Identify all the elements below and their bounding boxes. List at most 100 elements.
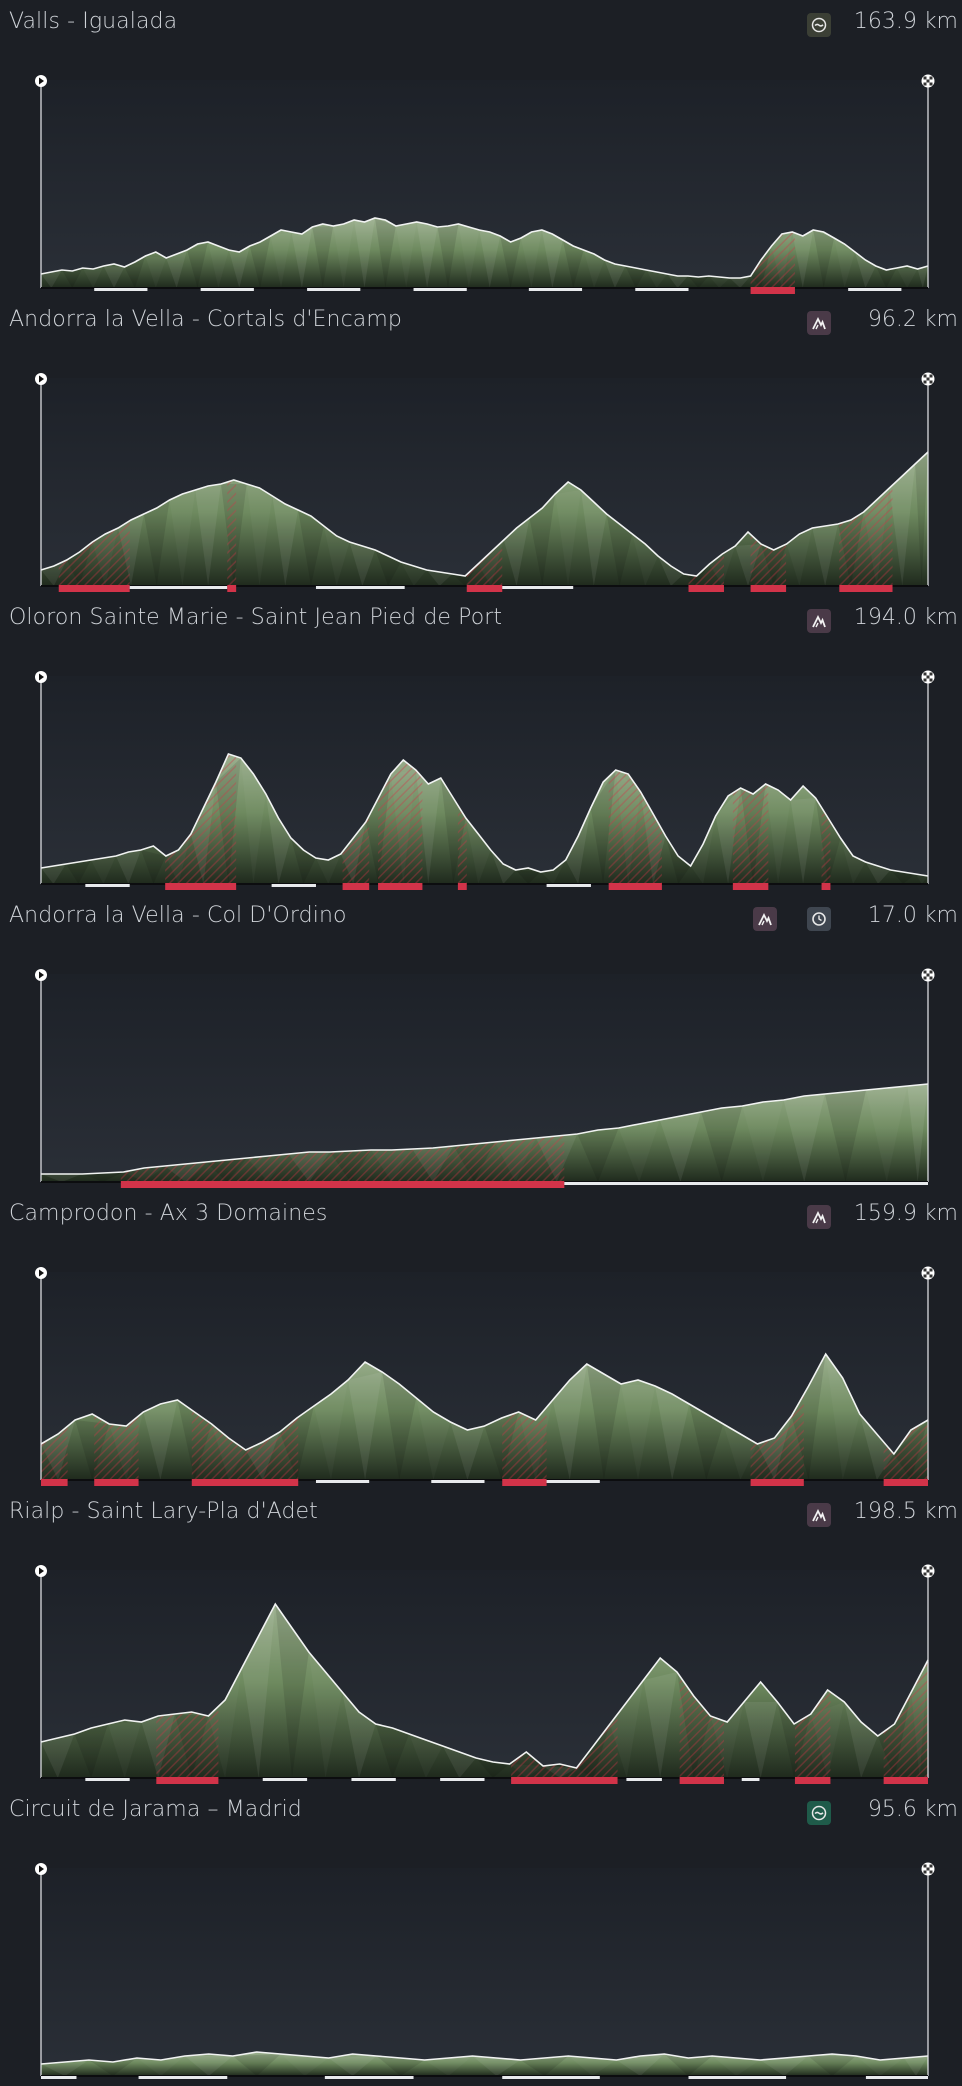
start-marker-icon: [35, 1863, 47, 1875]
flat-segment: [431, 1480, 485, 1483]
climb-segment: [156, 1777, 219, 1784]
finish-flag-icon: [921, 968, 935, 982]
start-marker-icon: [35, 373, 47, 385]
start-marker-icon: [35, 75, 47, 87]
mountain-stage-icon: [807, 1205, 831, 1229]
elevation-profile: [0, 338, 962, 596]
climb-segment: [839, 585, 893, 592]
stage-card[interactable]: Rialp - Saint Lary-Pla d'Adet 198.5 km: [0, 1490, 962, 1788]
climb-segment: [120, 1181, 565, 1188]
stage-title: Oloron Sainte Marie - Saint Jean Pied de…: [9, 605, 503, 630]
flat-segment: [688, 2076, 787, 2079]
climb-segment: [688, 585, 724, 592]
stage-header: Oloron Sainte Marie - Saint Jean Pied de…: [0, 596, 962, 636]
stage-header: Camprodon - Ax 3 Domaines 159.9 km: [0, 1192, 962, 1232]
stage-header: Rialp - Saint Lary-Pla d'Adet 198.5 km: [0, 1490, 962, 1530]
stage-card[interactable]: Oloron Sainte Marie - Saint Jean Pied de…: [0, 596, 962, 894]
stage-distance: 17.0 km: [867, 903, 958, 928]
climb-segment: [94, 1479, 139, 1486]
finish-flag-icon: [921, 1564, 935, 1578]
flat-segment: [413, 288, 467, 291]
climb-segment: [58, 585, 130, 592]
flat-segment: [546, 884, 591, 887]
stage-card[interactable]: Circuit de Jarama – Madrid 95.6 km: [0, 1788, 962, 2086]
elevation-profile: [0, 934, 962, 1192]
climb-segment: [342, 883, 370, 890]
flat-segment: [262, 1778, 308, 1781]
stage-header: Circuit de Jarama – Madrid 95.6 km: [0, 1788, 962, 1828]
climb-segment: [466, 585, 503, 592]
climb-segment: [750, 1479, 804, 1486]
stage-distance: 159.9 km: [853, 1201, 958, 1226]
flat-segment: [315, 586, 405, 589]
climb-segment: [679, 1777, 724, 1784]
stage-card[interactable]: Camprodon - Ax 3 Domaines 159.9 km: [0, 1192, 962, 1490]
start-marker-icon: [35, 671, 47, 683]
flat-segment: [94, 288, 148, 291]
flat-segment: [351, 1778, 396, 1781]
stage-title: Circuit de Jarama – Madrid: [9, 1797, 302, 1822]
flat-segment: [546, 1480, 600, 1483]
flat-segment: [848, 288, 902, 291]
elevation-profile: [0, 1828, 962, 2086]
flat-segment: [324, 2076, 414, 2079]
time-trial-icon: [807, 907, 831, 931]
climb-segment: [608, 883, 662, 890]
stage-card[interactable]: Valls - Igualada 163.9 km: [0, 0, 962, 298]
stage-distance: 96.2 km: [867, 307, 958, 332]
flat-segment: [502, 586, 574, 589]
flat-segment: [564, 1182, 928, 1185]
flat-segment: [85, 884, 130, 887]
climb-segment: [165, 883, 237, 890]
flat-segment: [129, 586, 228, 589]
elevation-profile: [0, 1232, 962, 1490]
flat-segment: [138, 2076, 228, 2079]
stage-card[interactable]: Andorra la Vella - Cortals d'Encamp 96.2 …: [0, 298, 962, 596]
finish-flag-icon: [921, 372, 935, 386]
stage-title: Andorra la Vella - Cortals d'Encamp: [9, 307, 402, 332]
start-marker-icon: [35, 1565, 47, 1577]
stage-header: Valls - Igualada 163.9 km: [0, 0, 962, 40]
climb-segment: [511, 1777, 618, 1784]
elevation-profile: [0, 636, 962, 894]
flat-segment: [741, 1778, 760, 1781]
climb-segment: [883, 1777, 928, 1784]
elevation-profile: [0, 1530, 962, 1788]
mountain-stage-icon: [753, 907, 777, 931]
flat-segment: [502, 2076, 600, 2079]
stage-title: Valls - Igualada: [9, 9, 178, 34]
climb-segment: [378, 883, 423, 890]
finish-flag-icon: [921, 1862, 935, 1876]
climb-segment: [457, 883, 467, 890]
flat-segment: [626, 1778, 662, 1781]
flat-segment: [307, 288, 361, 291]
flat-stage-icon: [807, 1801, 831, 1825]
flat-segment: [440, 1778, 485, 1781]
flat-segment: [85, 1778, 130, 1781]
flat-segment: [200, 288, 254, 291]
stage-header: Andorra la Vella - Col D'Ordino 17.0 km: [0, 894, 962, 934]
stage-distance: 198.5 km: [853, 1499, 958, 1524]
stage-distance: 95.6 km: [867, 1797, 958, 1822]
climb-segment: [821, 883, 831, 890]
finish-flag-icon: [921, 670, 935, 684]
stage-card[interactable]: Andorra la Vella - Col D'Ordino 17.0 km: [0, 894, 962, 1192]
climb-segment: [750, 585, 787, 592]
start-marker-icon: [35, 969, 47, 981]
flat-segment: [865, 2076, 928, 2079]
stage-title: Rialp - Saint Lary-Pla d'Adet: [9, 1499, 318, 1524]
climb-segment: [750, 287, 795, 294]
stage-distance: 163.9 km: [853, 9, 958, 34]
finish-flag-icon: [921, 74, 935, 88]
flat-segment: [528, 288, 583, 291]
elevation-profile: [0, 40, 962, 298]
flat-segment: [271, 884, 316, 887]
climb-segment: [227, 585, 237, 592]
climb-segment: [41, 1479, 68, 1486]
flat-segment: [41, 2076, 77, 2079]
stage-title: Camprodon - Ax 3 Domaines: [9, 1201, 328, 1226]
mountain-stage-icon: [807, 1503, 831, 1527]
climb-segment: [732, 883, 769, 890]
finish-flag-icon: [921, 1266, 935, 1280]
